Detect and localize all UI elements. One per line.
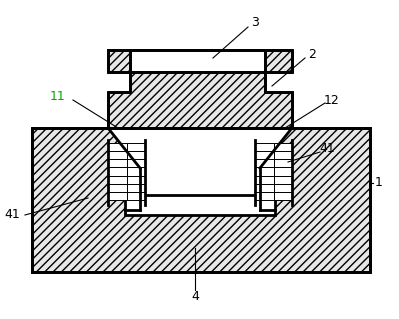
Polygon shape	[255, 151, 273, 159]
Polygon shape	[255, 159, 273, 167]
Text: 41: 41	[319, 142, 335, 154]
Polygon shape	[126, 167, 145, 175]
Polygon shape	[273, 151, 292, 159]
Polygon shape	[126, 184, 145, 192]
Polygon shape	[273, 175, 292, 184]
Bar	[32, 128, 370, 272]
Polygon shape	[255, 175, 273, 184]
Polygon shape	[108, 175, 126, 184]
Polygon shape	[255, 143, 273, 151]
Polygon shape	[108, 192, 126, 200]
Polygon shape	[273, 167, 292, 175]
Text: 2: 2	[308, 48, 316, 62]
Text: 12: 12	[324, 93, 340, 107]
Text: 41: 41	[4, 209, 20, 221]
Polygon shape	[108, 128, 292, 210]
Polygon shape	[108, 151, 126, 159]
Polygon shape	[255, 192, 273, 200]
Polygon shape	[130, 50, 265, 72]
Text: 11: 11	[50, 90, 66, 102]
Polygon shape	[108, 167, 126, 175]
Polygon shape	[126, 143, 145, 151]
Polygon shape	[126, 175, 145, 184]
Text: 3: 3	[251, 17, 259, 29]
Polygon shape	[273, 184, 292, 192]
Polygon shape	[126, 151, 145, 159]
Text: 1: 1	[375, 176, 383, 189]
Text: 4: 4	[191, 290, 199, 302]
Polygon shape	[255, 184, 273, 192]
Polygon shape	[126, 159, 145, 167]
Polygon shape	[255, 167, 273, 175]
Polygon shape	[126, 192, 145, 200]
Polygon shape	[273, 143, 292, 151]
Polygon shape	[108, 184, 126, 192]
Polygon shape	[125, 195, 275, 215]
Polygon shape	[273, 192, 292, 200]
Polygon shape	[32, 128, 370, 272]
Polygon shape	[273, 159, 292, 167]
Polygon shape	[108, 50, 292, 128]
Polygon shape	[108, 143, 126, 151]
Polygon shape	[108, 159, 126, 167]
